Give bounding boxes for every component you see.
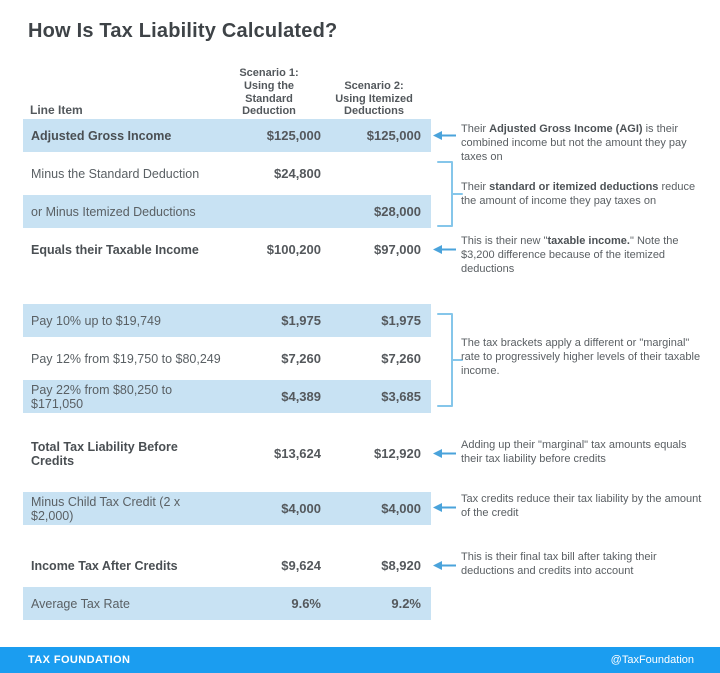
footer-twitter-handle: @TaxFoundation [610,654,694,666]
scenario1-value: $1,975 [281,313,321,328]
scenario2-value: $4,000 [381,501,421,516]
annotation-text: is their combined income but not the amo… [461,123,687,163]
row-label: Pay 22% from $80,250 to $171,050 [31,382,173,411]
table-header: Line Item Scenario 1: Using the Standard… [23,62,431,118]
annotation-agi: Their Adjusted Gross Income (AGI) is the… [461,122,709,164]
annotation-bold: Adjusted Gross Income (AGI) [489,123,643,135]
scenario1-value: $125,000 [266,128,321,143]
scenario1-value: $4,389 [281,389,321,404]
scenario2-value: 9.2% [391,596,421,611]
table-row-income-tax-after-credits: Income Tax After Credits $9,624 $8,920 [23,549,431,582]
table-row-total-liability: Total Tax Liability Before Credits $13,6… [23,437,431,470]
annotation-bold: standard or itemized deductions [489,181,659,193]
scenario2-value: $28,000 [374,204,421,219]
table-row-bracket-12: Pay 12% from $19,750 to $80,249 $7,260 $… [23,342,431,375]
brace-icon [437,161,463,227]
table-row-average-tax-rate: Average Tax Rate 9.6% 9.2% [23,587,431,620]
scenario2-value: $12,920 [374,446,421,461]
left-arrow-icon [433,561,456,570]
row-label: Average Tax Rate [31,596,130,611]
annotation-text: Their [461,181,490,193]
annotation-final-bill: This is their final tax bill after takin… [461,550,709,578]
annotation-text: Tax credits reduce their tax liability b… [461,493,702,519]
left-arrow-icon [433,503,456,512]
footer-bar: TAX FOUNDATION @TaxFoundation [0,647,720,673]
annotation-credits: Tax credits reduce their tax liability b… [461,492,709,520]
scenario1-value: $24,800 [274,166,321,181]
row-label: Equals their Taxable Income [31,242,199,257]
annotation-bold: taxable income. [547,235,630,247]
annotation-text: Their [461,123,490,135]
row-label: Total Tax Liability Before Credits [31,439,178,468]
annotation-text: Adding up their "marginal" tax amounts e… [461,439,687,465]
table-row-standard-deduction: Minus the Standard Deduction $24,800 [23,157,431,190]
annotation-text: This is their new " [461,235,548,247]
annotation-taxable-income: This is their new "taxable income." Note… [461,234,709,276]
left-arrow-icon [433,131,456,140]
column-header-line-item: Line Item [30,103,83,118]
scenario1-value: 9.6% [291,596,321,611]
annotation-total-liability: Adding up their "marginal" tax amounts e… [461,438,709,466]
left-arrow-icon [433,449,456,458]
scenario2-value: $125,000 [366,128,421,143]
annotations: Their Adjusted Gross Income (AGI) is the… [433,0,718,673]
scenario1-value: $7,260 [281,351,321,366]
tax-table: Line Item Scenario 1: Using the Standard… [23,62,431,620]
table-row-bracket-10: Pay 10% up to $19,749 $1,975 $1,975 [23,304,431,337]
row-label: Pay 12% from $19,750 to $80,249 [31,351,221,366]
left-arrow-icon [433,245,456,254]
annotation-text: " Note the $3,200 difference because of … [461,235,679,275]
table-row-itemized-deductions: or Minus Itemized Deductions $28,000 [23,195,431,228]
page-title: How Is Tax Liability Calculated? [28,20,338,42]
annotation-deductions: Their standard or itemized deductions re… [461,180,709,208]
table-row-agi: Adjusted Gross Income $125,000 $125,000 [23,119,431,152]
row-label: Pay 10% up to $19,749 [31,313,161,328]
scenario1-value: $9,624 [281,558,321,573]
row-label: Adjusted Gross Income [31,128,172,143]
annotation-text: This is their final tax bill after takin… [461,551,657,577]
column-header-scenario1: Scenario 1: Using the Standard Deduction [239,67,299,118]
footer-brand: TAX FOUNDATION [28,654,131,666]
row-label: or Minus Itemized Deductions [31,204,196,219]
table-row-child-tax-credit: Minus Child Tax Credit (2 x $2,000) $4,0… [23,492,431,525]
annotation-brackets: The tax brackets apply a different or "m… [461,336,709,378]
scenario2-value: $7,260 [381,351,421,366]
annotation-text: reduce the amount of income they pay tax… [461,181,696,207]
table-row-taxable-income: Equals their Taxable Income $100,200 $97… [23,233,431,266]
column-header-scenario2: Scenario 2: Using Itemized Deductions [335,79,413,118]
scenario2-value: $8,920 [381,558,421,573]
row-label: Income Tax After Credits [31,558,178,573]
scenario2-value: $1,975 [381,313,421,328]
row-label: Minus Child Tax Credit (2 x $2,000) [31,494,181,523]
brace-icon [437,313,463,407]
scenario2-value: $97,000 [374,242,421,257]
table-row-bracket-22: Pay 22% from $80,250 to $171,050 $4,389 … [23,380,431,413]
annotation-text: The tax brackets apply a different or "m… [461,337,701,377]
scenario1-value: $13,624 [274,446,321,461]
scenario1-value: $100,200 [266,242,321,257]
scenario1-value: $4,000 [281,501,321,516]
row-label: Minus the Standard Deduction [31,166,200,181]
scenario2-value: $3,685 [381,389,421,404]
